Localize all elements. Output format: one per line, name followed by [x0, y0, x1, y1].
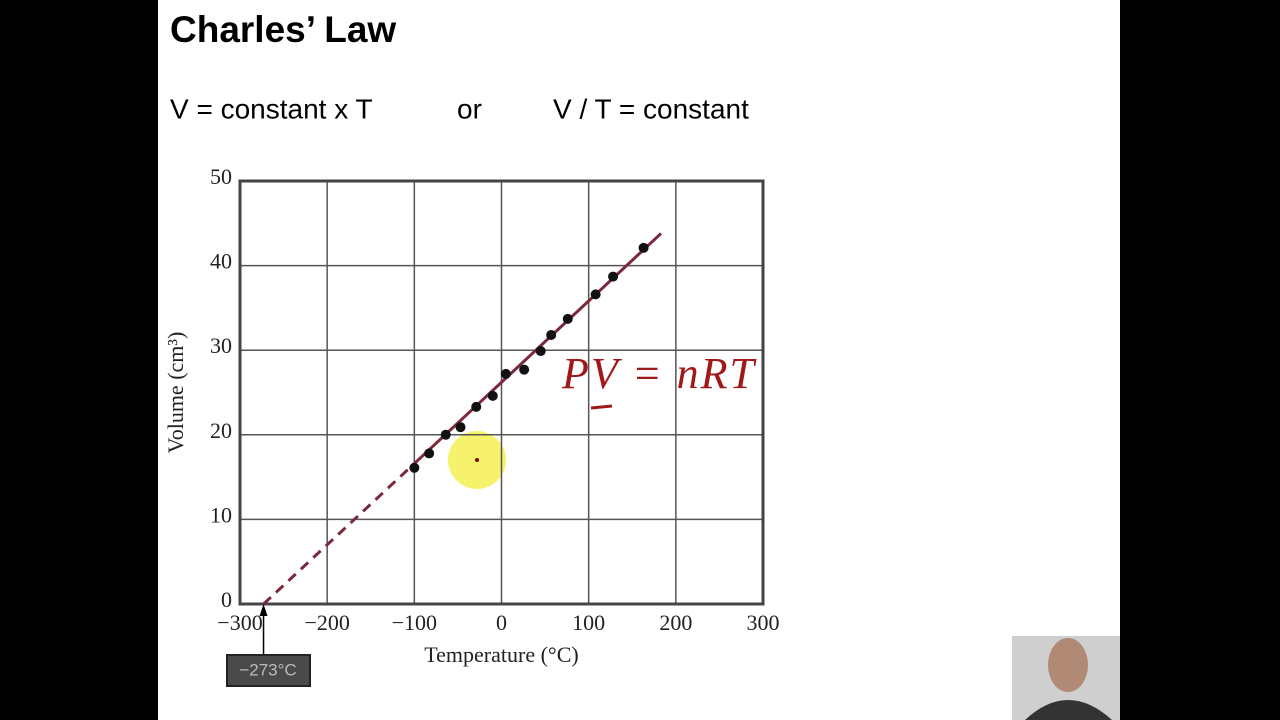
- x-tick-label: 200: [659, 610, 692, 635]
- x-tick-label: 100: [572, 610, 605, 635]
- data-point: [455, 422, 466, 433]
- annotation-box: [226, 654, 311, 687]
- data-point: [471, 401, 482, 412]
- data-point: [519, 364, 530, 375]
- y-tick-label: 20: [210, 418, 232, 443]
- data-point: [500, 368, 511, 379]
- cursor: [475, 458, 479, 462]
- data-point: [440, 429, 451, 440]
- webcam-body: [1025, 700, 1112, 720]
- slide: [158, 0, 1120, 720]
- x-tick-label: −200: [304, 610, 349, 635]
- fit-line: [262, 462, 416, 606]
- note-underline: [590, 404, 613, 410]
- annotation-label: −273°C: [239, 660, 296, 679]
- conjunction: or: [457, 93, 482, 124]
- y-tick-label: 30: [210, 333, 232, 358]
- equation: V / T = constant: [553, 93, 749, 124]
- arrow-head: [259, 604, 268, 616]
- data-point: [608, 271, 619, 282]
- y-tick-label: 40: [210, 249, 232, 274]
- data-point: [590, 289, 601, 300]
- x-tick-label: −100: [392, 610, 437, 635]
- x-axis-label: Temperature (°C): [424, 642, 578, 667]
- data-point: [638, 242, 649, 253]
- y-tick-label: 10: [210, 502, 232, 527]
- equation: V = constant x T: [170, 93, 373, 124]
- x-tick-label: 0: [496, 610, 507, 635]
- slide-title: Charles’ Law: [170, 9, 396, 50]
- data-point: [562, 313, 573, 324]
- y-tick-label: 50: [210, 164, 232, 189]
- data-point: [424, 448, 435, 459]
- handwritten-note: PV = nRT: [561, 349, 758, 398]
- data-point: [546, 329, 557, 340]
- data-point: [409, 462, 420, 473]
- webcam-face: [1048, 638, 1088, 692]
- data-point: [535, 346, 546, 357]
- x-tick-label: −300: [217, 610, 262, 635]
- plot-frame: [238, 179, 765, 606]
- data-point: [487, 390, 498, 401]
- y-tick-label: 0: [221, 587, 232, 612]
- x-tick-label: 300: [747, 610, 780, 635]
- y-axis-label: Volume (cm³): [163, 332, 188, 454]
